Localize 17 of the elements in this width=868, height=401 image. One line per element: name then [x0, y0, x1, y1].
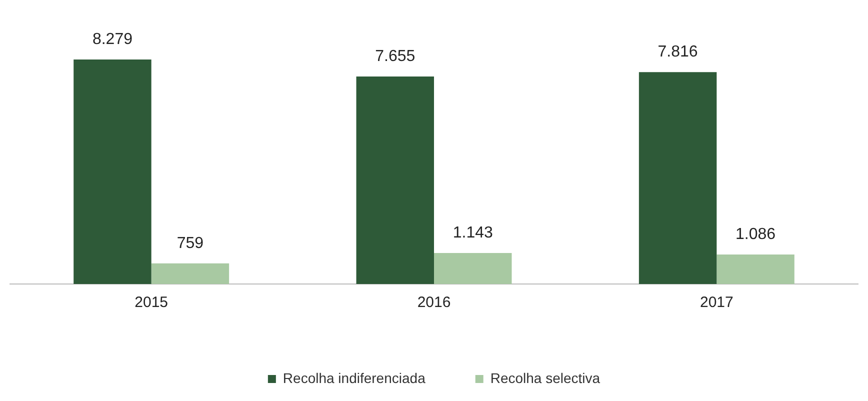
bar — [716, 254, 794, 284]
data-label: 759 — [176, 234, 204, 252]
bar — [74, 60, 152, 284]
data-label: 7.816 — [658, 44, 698, 61]
bar — [434, 253, 512, 284]
legend-label: Recolha selectiva — [490, 370, 600, 386]
data-label: 1.086 — [736, 226, 776, 243]
legend-label: Recolha indiferenciada — [282, 370, 426, 386]
bar — [151, 263, 230, 284]
x-tick-label: 2017 — [700, 294, 734, 312]
data-label: 7.655 — [375, 48, 416, 65]
x-tick-label: 2016 — [417, 294, 451, 312]
bar — [638, 72, 717, 284]
bar — [356, 76, 434, 284]
data-label: 1.143 — [452, 224, 493, 242]
data-label: 8.279 — [92, 30, 133, 48]
x-tick-label: 2015 — [134, 294, 168, 312]
